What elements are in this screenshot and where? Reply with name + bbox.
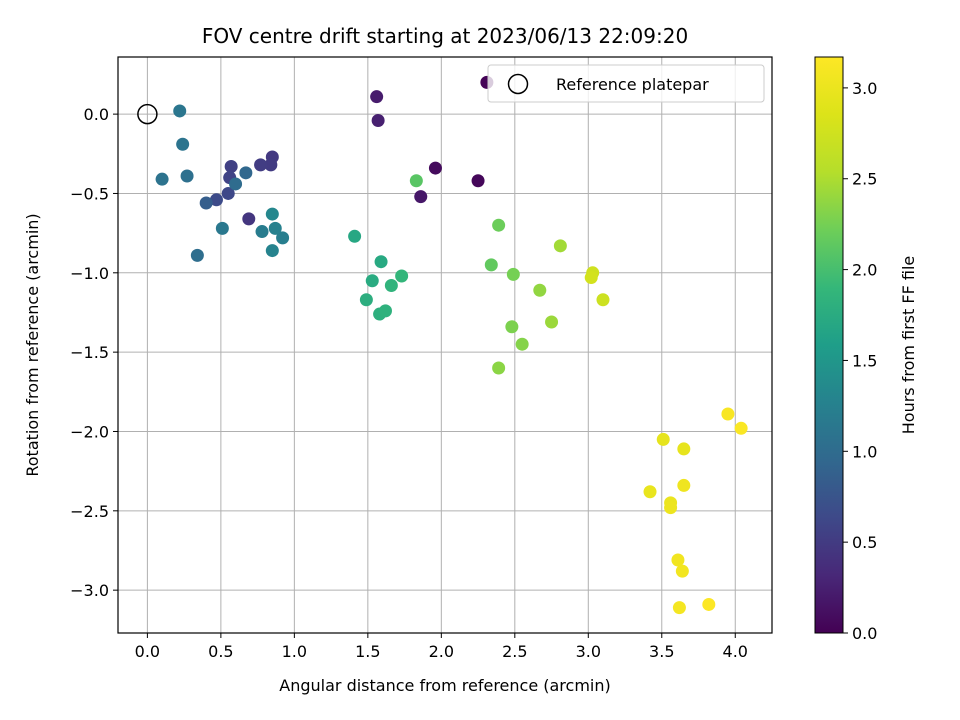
data-point [677,478,691,492]
data-point [584,271,598,285]
data-point [173,104,187,118]
colorbar-tick-label: 1.0 [852,442,877,461]
data-point [359,293,373,307]
data-point [492,218,506,232]
data-point [545,315,559,329]
x-axis: 0.0 0.5 1.0 1.5 2.0 2.5 3.0 3.5 4.0 [135,633,748,661]
data-point [371,113,385,127]
y-tick-label: −3.0 [70,581,109,600]
chart-title: FOV centre drift starting at 2023/06/13 … [202,24,688,48]
data-point [671,553,685,567]
y-tick-label: −1.5 [70,343,109,362]
data-point [414,190,428,204]
data-point [155,172,169,186]
data-point [596,293,610,307]
data-point [384,278,398,292]
data-point [515,337,529,351]
data-point [553,239,567,253]
colorbar-tick-label: 2.0 [852,261,877,280]
legend-label: Reference platepar [556,75,709,94]
data-point [428,161,442,175]
data-point [533,283,547,297]
x-tick-label: 2.0 [429,642,454,661]
legend-reference-marker [507,73,529,95]
y-axis-title: Rotation from reference (arcmin) [23,213,42,476]
data-point [268,221,282,235]
x-tick-label: 3.0 [576,642,601,661]
data-point [395,269,409,283]
y-axis: 0.0 −0.5 −1.0 −1.5 −2.0 −2.5 −3.0 [70,105,118,600]
data-point [506,267,520,281]
data-point [255,225,269,239]
data-point [264,158,278,172]
data-point [229,177,243,191]
data-point [265,244,279,258]
colorbar-tick-label: 3.0 [852,79,877,98]
colorbar-tick-label: 0.5 [852,533,877,552]
x-tick-label: 0.5 [208,642,233,661]
data-point [675,564,689,578]
x-axis-title: Angular distance from reference (arcmin) [279,676,610,695]
data-point [672,601,686,615]
data-point [677,442,691,456]
data-point [409,174,423,188]
data-point [199,196,213,210]
data-point [224,159,238,173]
data-point [370,90,384,104]
plot-frame [117,56,773,634]
data-point [365,274,379,288]
grid-lines [118,57,772,633]
colorbar-tick-label: 2.5 [852,170,877,189]
reference-platepar-marker [137,103,158,125]
data-point [721,407,735,421]
data-point [190,248,204,262]
legend: Reference platepar [487,64,765,103]
data-point [209,193,223,207]
data-point [176,137,190,151]
x-tick-label: 0.0 [135,642,160,661]
data-point [221,186,235,200]
x-tick-label: 4.0 [723,642,748,661]
data-point [664,501,678,515]
y-tick-label: 0.0 [84,105,109,124]
colorbar-ticks: 0.0 0.5 1.0 1.5 2.0 2.5 3.0 [843,79,877,643]
colorbar: 0.0 0.5 1.0 1.5 2.0 2.5 3.0 Hours from first F… [814,56,918,643]
data-point [374,255,388,269]
y-tick-label: −2.0 [70,422,109,441]
legend-box [487,64,765,103]
data-point [484,258,498,272]
data-point [643,485,657,499]
data-point [265,207,279,221]
data-point [254,158,268,172]
data-points [155,75,748,615]
data-point [348,229,362,243]
data-point [276,231,290,245]
data-point [378,304,392,318]
colorbar-tick-label: 0.0 [852,624,877,643]
x-tick-label: 3.5 [649,642,674,661]
x-tick-label: 1.5 [355,642,380,661]
data-point [215,221,229,235]
colorbar-gradient [814,56,844,634]
reference-marker-group [137,103,158,125]
x-tick-label: 1.0 [282,642,307,661]
x-tick-label: 2.5 [502,642,527,661]
data-point [471,174,485,188]
data-point [180,169,194,183]
data-point [492,361,506,375]
data-point [505,320,519,334]
colorbar-label: Hours from first FF file [899,256,918,435]
data-point [734,421,748,435]
y-tick-label: −0.5 [70,184,109,203]
data-point [242,212,256,226]
data-point [702,597,716,611]
data-point [239,166,253,180]
y-tick-label: −1.0 [70,264,109,283]
y-tick-label: −2.5 [70,502,109,521]
data-point [656,432,670,446]
colorbar-tick-label: 1.5 [852,351,877,370]
